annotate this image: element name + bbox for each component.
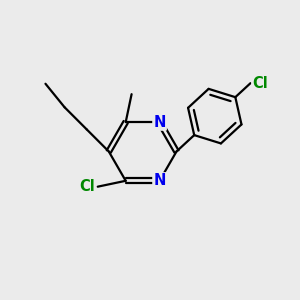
- Text: Cl: Cl: [252, 76, 268, 91]
- Text: N: N: [153, 115, 166, 130]
- Text: Cl: Cl: [79, 179, 95, 194]
- Text: N: N: [153, 173, 166, 188]
